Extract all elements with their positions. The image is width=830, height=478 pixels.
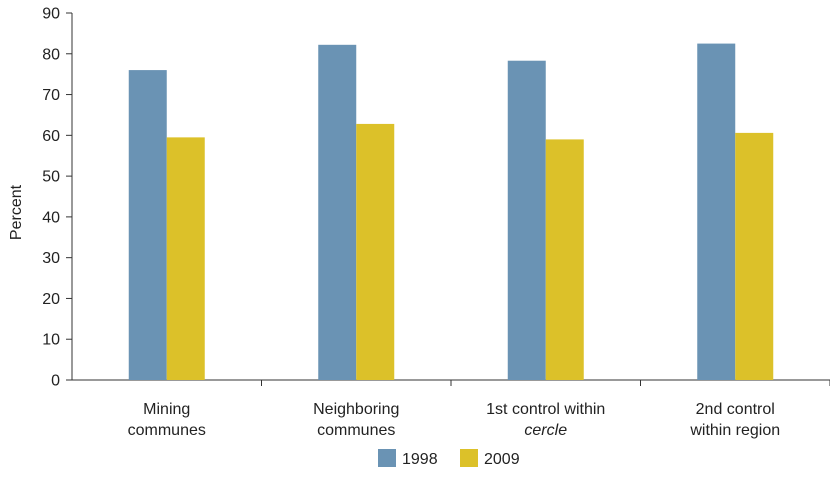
y-tick-label: 80 — [42, 46, 60, 63]
bar-2009-2 — [545, 139, 584, 380]
category-label: Mining — [143, 401, 190, 418]
y-tick-label: 50 — [42, 169, 60, 186]
y-axis-title: Percent — [8, 184, 25, 240]
bar-1998-0 — [128, 70, 167, 380]
legend-label: 2009 — [484, 451, 520, 468]
category-label: 2nd control — [696, 401, 775, 418]
category-label: Neighboring — [313, 401, 399, 418]
x-axis — [72, 379, 830, 386]
category-label: cercle — [524, 422, 567, 439]
legend-label: 1998 — [402, 451, 438, 468]
legend-swatch-1998 — [378, 449, 396, 467]
y-tick-label: 0 — [51, 373, 60, 390]
y-tick-label: 30 — [42, 250, 60, 267]
category-labels: Mining communes Neighboring communes 1st con… — [128, 401, 781, 439]
bar-1998-2 — [507, 60, 546, 381]
category-label: 1st control within — [486, 401, 605, 418]
y-tick-label: 70 — [42, 87, 60, 104]
bar-2009-1 — [356, 123, 395, 380]
y-tick-label: 60 — [42, 128, 60, 145]
legend-swatch-2009 — [460, 449, 478, 467]
y-tick-label: 20 — [42, 291, 60, 308]
bar-1998-1 — [318, 44, 357, 380]
y-tick-label: 10 — [42, 332, 60, 349]
bar-2009-3 — [735, 132, 774, 380]
y-tick-label: 90 — [42, 6, 60, 23]
category-label: within region — [689, 422, 780, 439]
bars — [128, 43, 774, 381]
y-axis: 0 10 20 30 40 50 60 70 80 90 — [42, 6, 73, 390]
category-label: communes — [128, 422, 206, 439]
bar-2009-0 — [166, 137, 205, 380]
category-label: communes — [317, 422, 395, 439]
y-tick-label: 40 — [42, 209, 60, 226]
legend: 1998 2009 — [378, 449, 520, 468]
bar-1998-3 — [697, 43, 736, 380]
